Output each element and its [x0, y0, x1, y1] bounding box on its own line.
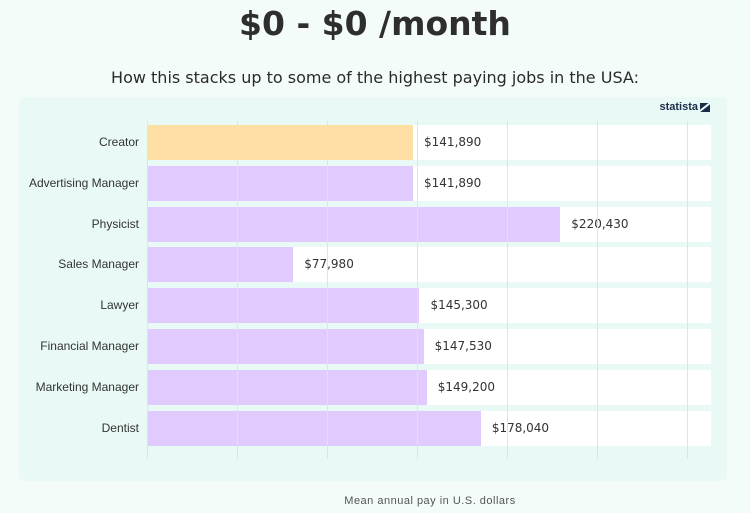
bar-track: $149,200 [147, 369, 711, 405]
bar-value-label: $178,040 [491, 420, 550, 435]
bar-row: Dentist $178,040 [19, 410, 727, 446]
gridline [417, 121, 418, 459]
brand-name: statista [659, 101, 698, 113]
gridline [237, 121, 238, 459]
bar-track: $147,530 [147, 329, 711, 364]
bar[interactable] [147, 206, 561, 242]
bar-value-label: $149,200 [437, 379, 496, 394]
chart-subtitle: How this stacks up to some of the highes… [111, 68, 639, 87]
bar-row: Physicist $220,430 [19, 206, 727, 242]
bar-track: $141,890 [147, 165, 711, 201]
category-label: Financial Manager [40, 339, 139, 353]
bar-row: Sales Manager $77,980 [19, 247, 727, 283]
bar-track: $220,430 [147, 206, 711, 242]
category-label: Dentist [101, 420, 139, 435]
bar-row: Marketing Manager $149,200 [19, 369, 727, 405]
highlighted-bar[interactable] [147, 125, 414, 160]
bar-track: $141,890 [147, 125, 711, 160]
statista-logo-icon [700, 102, 710, 112]
x-axis-label: Mean annual pay in U.S. dollars [344, 495, 516, 507]
bar-value-label: $77,980 [304, 257, 354, 272]
category-label: Lawyer [100, 298, 139, 313]
chart-panel: statista Creator $141,890 Advertising Mana… [19, 97, 727, 481]
bar-value-label: $141,890 [424, 135, 482, 149]
bar[interactable] [147, 247, 294, 283]
category-label: Physicist [91, 216, 139, 231]
bar-value-label: $220,430 [571, 216, 629, 231]
gridline [147, 121, 148, 459]
gridline [507, 121, 508, 459]
bar[interactable] [147, 288, 420, 324]
bar-track: $145,300 [147, 288, 711, 324]
gridline [597, 121, 598, 459]
bar-value-label: $147,530 [434, 339, 492, 353]
gridline [687, 121, 688, 459]
bar[interactable] [147, 165, 414, 201]
page-title: $0 - $0 /month [239, 4, 511, 43]
category-label: Advertising Manager [28, 175, 139, 190]
category-label: Creator [98, 135, 139, 149]
bar-row: Creator $141,890 [19, 125, 727, 160]
bar-row: Lawyer $145,300 [19, 288, 727, 324]
bar-track: $77,980 [147, 247, 711, 283]
category-label: Marketing Manager [35, 379, 139, 394]
bar[interactable] [147, 329, 424, 364]
bar-track: $178,040 [147, 410, 711, 446]
bar-row: Advertising Manager $141,890 [19, 165, 727, 201]
statista-logo[interactable]: statista [659, 101, 710, 113]
bar-row: Financial Manager $147,530 [19, 329, 727, 364]
category-label: Sales Manager [58, 257, 139, 272]
bar-value-label: $145,300 [430, 298, 488, 313]
bar[interactable] [147, 369, 427, 405]
gridline [327, 121, 328, 459]
bar[interactable] [147, 410, 481, 446]
bar-value-label: $141,890 [424, 175, 482, 190]
